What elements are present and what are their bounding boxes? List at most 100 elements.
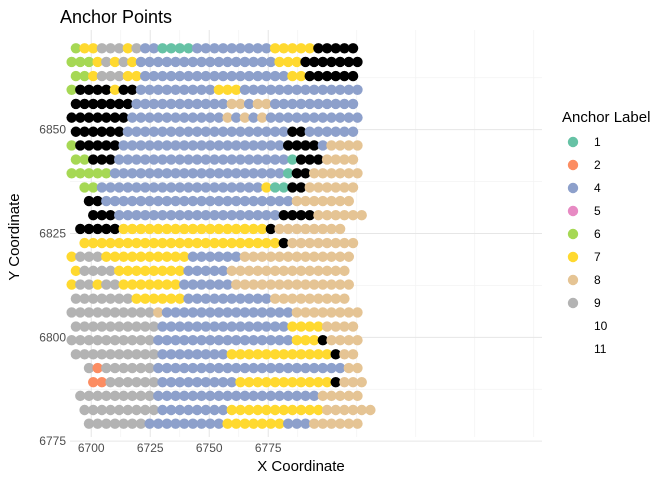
anchor-point-label-1 [157,43,168,54]
anchor-point-label-9 [114,321,125,332]
anchor-point-label-4 [144,195,155,207]
anchor-point-label-4 [209,126,220,137]
anchor-point-label-4 [243,154,255,165]
anchor-point-label-7 [248,418,259,429]
anchor-point-label-4 [153,335,164,346]
anchor-point-label-7 [170,279,181,290]
anchor-point-label-4 [191,321,203,332]
anchor-point-label-8 [326,140,337,151]
anchor-point-label-4 [114,210,125,221]
anchor-point-label-4 [231,168,242,179]
anchor-point-label-undefined [300,140,311,151]
anchor-point-label-4 [347,98,359,110]
anchor-point-label-4 [209,210,220,221]
anchor-point-label-4 [200,376,212,388]
anchor-point-label-4 [243,182,255,193]
anchor-point-label-4 [265,140,277,151]
anchor-point-label-4 [165,126,177,137]
anchor-point-label-7 [256,418,268,429]
anchor-point-label-4 [269,154,281,165]
anchor-point-label-4 [252,43,263,54]
anchor-point-label-undefined [278,210,289,221]
anchor-point-label-8 [300,223,311,235]
anchor-point-label-4 [326,112,337,123]
anchor-point-label-4 [217,154,229,165]
anchor-point-label-undefined [278,237,289,249]
anchor-point-label-8 [248,279,259,290]
anchor-point-label-7 [222,84,233,96]
anchor-point-label-undefined [317,335,329,346]
anchor-point-label-9 [105,43,116,54]
anchor-point-label-7 [88,70,99,82]
anchor-point-label-4 [265,84,277,96]
anchor-point-label-7 [287,321,298,332]
anchor-point-label-4 [165,154,177,165]
anchor-point-label-8 [317,390,329,402]
anchor-point-label-7 [135,223,147,235]
anchor-point-label-6 [70,43,82,54]
anchor-point-label-4 [300,390,311,402]
anchor-point-label-7 [239,223,251,235]
anchor-point-label-8 [339,321,350,332]
anchor-point-label-9 [92,418,103,429]
anchor-point-label-4 [101,195,112,207]
anchor-point-label-4 [170,335,181,346]
anchor-point-label-8 [326,418,337,429]
anchor-point-label-7 [287,43,298,54]
anchor-point-label-4 [139,210,151,221]
anchor-point-label-7 [131,70,142,82]
anchor-point-label-4 [170,112,181,123]
anchor-point-label-7 [295,349,307,360]
anchor-point-label-9 [135,390,147,402]
anchor-point-label-undefined [304,154,315,165]
anchor-point-label-8 [352,140,363,151]
anchor-point-label-4 [217,126,229,137]
anchor-point-label-8 [287,237,298,249]
anchor-point-label-4 [135,195,147,207]
anchor-point-label-4 [179,112,190,123]
anchor-point-label-undefined [96,210,108,221]
anchor-point-label-4 [148,98,160,110]
anchor-point-label-8 [347,210,359,221]
anchor-point-label-8 [330,154,341,165]
anchor-point-label-7 [101,251,112,262]
anchor-point-label-4 [170,140,181,151]
anchor-point-label-9 [109,362,121,374]
anchor-point-label-4 [235,70,246,82]
anchor-point-label-undefined [83,195,95,207]
anchor-point-label-7 [252,404,263,416]
anchor-point-label-9 [83,362,95,374]
x-axis-ticks: 6700 6725 6750 6775 [78,441,282,455]
anchor-point-label-8 [243,265,255,277]
anchor-point-label-undefined [75,140,86,151]
anchor-point-label-9 [96,70,108,82]
anchor-point-label-4 [291,418,303,429]
data-points [66,43,376,429]
anchor-point-label-7 [269,349,281,360]
anchor-point-label-7 [295,70,307,82]
x-tick-label: 6725 [137,441,164,455]
anchor-point-label-9 [75,390,86,402]
anchor-point-label-undefined [321,43,333,54]
anchor-point-label-7 [295,404,307,416]
anchor-point-label-6 [70,70,82,82]
anchor-point-label-9 [114,70,125,82]
anchor-point-label-4 [205,335,216,346]
anchor-point-label-4 [205,279,216,290]
anchor-point-label-6 [83,56,95,68]
anchor-point-label-7 [243,349,255,360]
anchor-point-label-4 [217,376,229,388]
anchor-point-label-4 [261,154,272,165]
anchor-point-label-4 [131,182,142,193]
anchor-point-label-4 [200,70,212,82]
anchor-point-label-7 [304,43,315,54]
anchor-point-label-8 [343,168,355,179]
anchor-point-label-7 [231,418,242,429]
anchor-point-label-9 [79,349,90,360]
anchor-point-label-8 [352,390,363,402]
anchor-point-label-9 [105,265,116,277]
anchor-point-label-4 [217,404,229,416]
anchor-point-label-7 [252,237,263,249]
anchor-point-label-4 [205,390,216,402]
anchor-point-label-4 [135,140,147,151]
